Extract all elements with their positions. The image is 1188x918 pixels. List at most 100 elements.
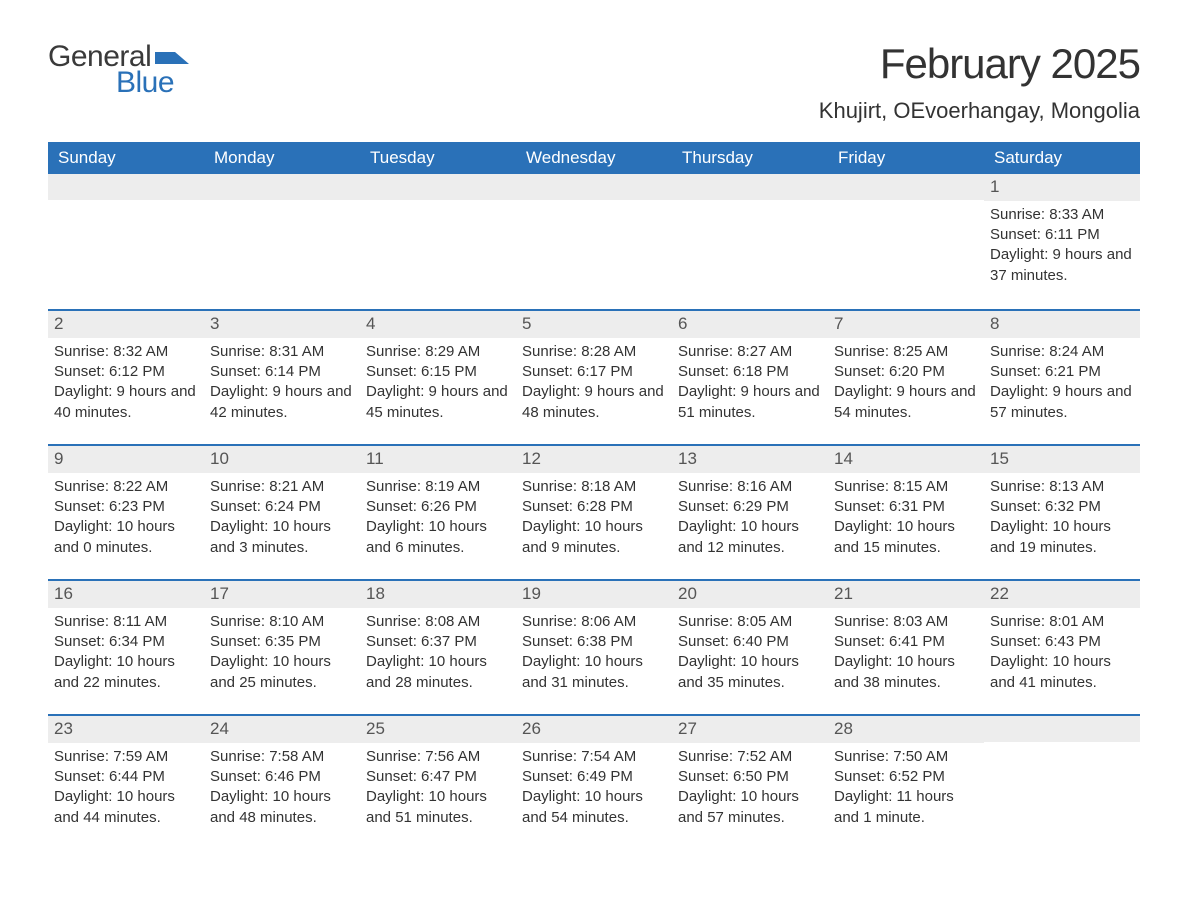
- day-cell: 7Sunrise: 8:25 AMSunset: 6:20 PMDaylight…: [828, 311, 984, 444]
- day-body: Sunrise: 8:01 AMSunset: 6:43 PMDaylight:…: [984, 608, 1140, 703]
- sunrise-line: Sunrise: 7:59 AM: [54, 747, 198, 767]
- day-number: 22: [984, 581, 1140, 608]
- week-row: 16Sunrise: 8:11 AMSunset: 6:34 PMDayligh…: [48, 579, 1140, 714]
- day-body: Sunrise: 8:16 AMSunset: 6:29 PMDaylight:…: [672, 473, 828, 568]
- sunset-line: Sunset: 6:50 PM: [678, 767, 822, 787]
- sunset-line: Sunset: 6:23 PM: [54, 497, 198, 517]
- sunset-line: Sunset: 6:31 PM: [834, 497, 978, 517]
- sunset-line: Sunset: 6:17 PM: [522, 362, 666, 382]
- sunset-line: Sunset: 6:20 PM: [834, 362, 978, 382]
- sunrise-line: Sunrise: 8:24 AM: [990, 342, 1134, 362]
- daylight-line: Daylight: 9 hours and 45 minutes.: [366, 382, 510, 423]
- day-cell: 21Sunrise: 8:03 AMSunset: 6:41 PMDayligh…: [828, 581, 984, 714]
- day-cell: 14Sunrise: 8:15 AMSunset: 6:31 PMDayligh…: [828, 446, 984, 579]
- day-number: 4: [360, 311, 516, 338]
- sunrise-line: Sunrise: 8:28 AM: [522, 342, 666, 362]
- sunset-line: Sunset: 6:18 PM: [678, 362, 822, 382]
- daylight-line: Daylight: 9 hours and 42 minutes.: [210, 382, 354, 423]
- day-number: 21: [828, 581, 984, 608]
- daylight-line: Daylight: 10 hours and 57 minutes.: [678, 787, 822, 828]
- daylight-line: Daylight: 11 hours and 1 minute.: [834, 787, 978, 828]
- month-title: February 2025: [819, 40, 1140, 88]
- daylight-line: Daylight: 10 hours and 22 minutes.: [54, 652, 198, 693]
- day-body: Sunrise: 8:28 AMSunset: 6:17 PMDaylight:…: [516, 338, 672, 433]
- weekday-header: Thursday: [672, 142, 828, 174]
- week-row: 9Sunrise: 8:22 AMSunset: 6:23 PMDaylight…: [48, 444, 1140, 579]
- header: General Blue February 2025 Khujirt, OEvo…: [48, 40, 1140, 124]
- weekday-header: Sunday: [48, 142, 204, 174]
- day-body: Sunrise: 7:56 AMSunset: 6:47 PMDaylight:…: [360, 743, 516, 838]
- sunset-line: Sunset: 6:47 PM: [366, 767, 510, 787]
- daylight-line: Daylight: 10 hours and 44 minutes.: [54, 787, 198, 828]
- daylight-line: Daylight: 10 hours and 25 minutes.: [210, 652, 354, 693]
- day-body: Sunrise: 7:54 AMSunset: 6:49 PMDaylight:…: [516, 743, 672, 838]
- day-cell: 10Sunrise: 8:21 AMSunset: 6:24 PMDayligh…: [204, 446, 360, 579]
- daylight-line: Daylight: 9 hours and 40 minutes.: [54, 382, 198, 423]
- day-cell: [48, 174, 204, 309]
- daylight-line: Daylight: 10 hours and 19 minutes.: [990, 517, 1134, 558]
- sunset-line: Sunset: 6:37 PM: [366, 632, 510, 652]
- day-cell: [360, 174, 516, 309]
- day-cell: 15Sunrise: 8:13 AMSunset: 6:32 PMDayligh…: [984, 446, 1140, 579]
- sunrise-line: Sunrise: 8:19 AM: [366, 477, 510, 497]
- week-row: 2Sunrise: 8:32 AMSunset: 6:12 PMDaylight…: [48, 309, 1140, 444]
- weekday-header-row: SundayMondayTuesdayWednesdayThursdayFrid…: [48, 142, 1140, 174]
- sunrise-line: Sunrise: 8:10 AM: [210, 612, 354, 632]
- day-cell: 26Sunrise: 7:54 AMSunset: 6:49 PMDayligh…: [516, 716, 672, 849]
- sunrise-line: Sunrise: 8:29 AM: [366, 342, 510, 362]
- day-body: Sunrise: 8:32 AMSunset: 6:12 PMDaylight:…: [48, 338, 204, 433]
- day-number: 6: [672, 311, 828, 338]
- day-cell: 23Sunrise: 7:59 AMSunset: 6:44 PMDayligh…: [48, 716, 204, 849]
- sunrise-line: Sunrise: 8:33 AM: [990, 205, 1134, 225]
- day-cell: [672, 174, 828, 309]
- weeks-container: 1Sunrise: 8:33 AMSunset: 6:11 PMDaylight…: [48, 174, 1140, 849]
- day-body: Sunrise: 8:15 AMSunset: 6:31 PMDaylight:…: [828, 473, 984, 568]
- weekday-header: Friday: [828, 142, 984, 174]
- daylight-line: Daylight: 10 hours and 54 minutes.: [522, 787, 666, 828]
- day-cell: [828, 174, 984, 309]
- day-number: 28: [828, 716, 984, 743]
- sunrise-line: Sunrise: 8:08 AM: [366, 612, 510, 632]
- day-cell: 27Sunrise: 7:52 AMSunset: 6:50 PMDayligh…: [672, 716, 828, 849]
- sunset-line: Sunset: 6:40 PM: [678, 632, 822, 652]
- day-number: [984, 716, 1140, 742]
- day-number: 26: [516, 716, 672, 743]
- sunset-line: Sunset: 6:12 PM: [54, 362, 198, 382]
- sunset-line: Sunset: 6:35 PM: [210, 632, 354, 652]
- sunset-line: Sunset: 6:24 PM: [210, 497, 354, 517]
- sunset-line: Sunset: 6:28 PM: [522, 497, 666, 517]
- weekday-header: Saturday: [984, 142, 1140, 174]
- daylight-line: Daylight: 10 hours and 12 minutes.: [678, 517, 822, 558]
- day-number: 27: [672, 716, 828, 743]
- sunrise-line: Sunrise: 8:15 AM: [834, 477, 978, 497]
- daylight-line: Daylight: 10 hours and 0 minutes.: [54, 517, 198, 558]
- day-number: 8: [984, 311, 1140, 338]
- day-number: 24: [204, 716, 360, 743]
- sunset-line: Sunset: 6:29 PM: [678, 497, 822, 517]
- daylight-line: Daylight: 10 hours and 51 minutes.: [366, 787, 510, 828]
- sunrise-line: Sunrise: 8:13 AM: [990, 477, 1134, 497]
- day-body: Sunrise: 8:11 AMSunset: 6:34 PMDaylight:…: [48, 608, 204, 703]
- sunrise-line: Sunrise: 8:06 AM: [522, 612, 666, 632]
- day-number: 14: [828, 446, 984, 473]
- day-cell: 25Sunrise: 7:56 AMSunset: 6:47 PMDayligh…: [360, 716, 516, 849]
- week-row: 23Sunrise: 7:59 AMSunset: 6:44 PMDayligh…: [48, 714, 1140, 849]
- sunrise-line: Sunrise: 8:25 AM: [834, 342, 978, 362]
- daylight-line: Daylight: 10 hours and 3 minutes.: [210, 517, 354, 558]
- daylight-line: Daylight: 9 hours and 48 minutes.: [522, 382, 666, 423]
- day-cell: 22Sunrise: 8:01 AMSunset: 6:43 PMDayligh…: [984, 581, 1140, 714]
- day-number: [672, 174, 828, 200]
- day-body: Sunrise: 7:52 AMSunset: 6:50 PMDaylight:…: [672, 743, 828, 838]
- day-number: 13: [672, 446, 828, 473]
- day-number: 10: [204, 446, 360, 473]
- day-body: Sunrise: 8:24 AMSunset: 6:21 PMDaylight:…: [984, 338, 1140, 433]
- sunrise-line: Sunrise: 7:58 AM: [210, 747, 354, 767]
- day-cell: [984, 716, 1140, 849]
- day-cell: [516, 174, 672, 309]
- logo: General Blue: [48, 40, 189, 100]
- day-number: 19: [516, 581, 672, 608]
- day-cell: 9Sunrise: 8:22 AMSunset: 6:23 PMDaylight…: [48, 446, 204, 579]
- sunrise-line: Sunrise: 8:16 AM: [678, 477, 822, 497]
- day-body: Sunrise: 8:03 AMSunset: 6:41 PMDaylight:…: [828, 608, 984, 703]
- daylight-line: Daylight: 10 hours and 9 minutes.: [522, 517, 666, 558]
